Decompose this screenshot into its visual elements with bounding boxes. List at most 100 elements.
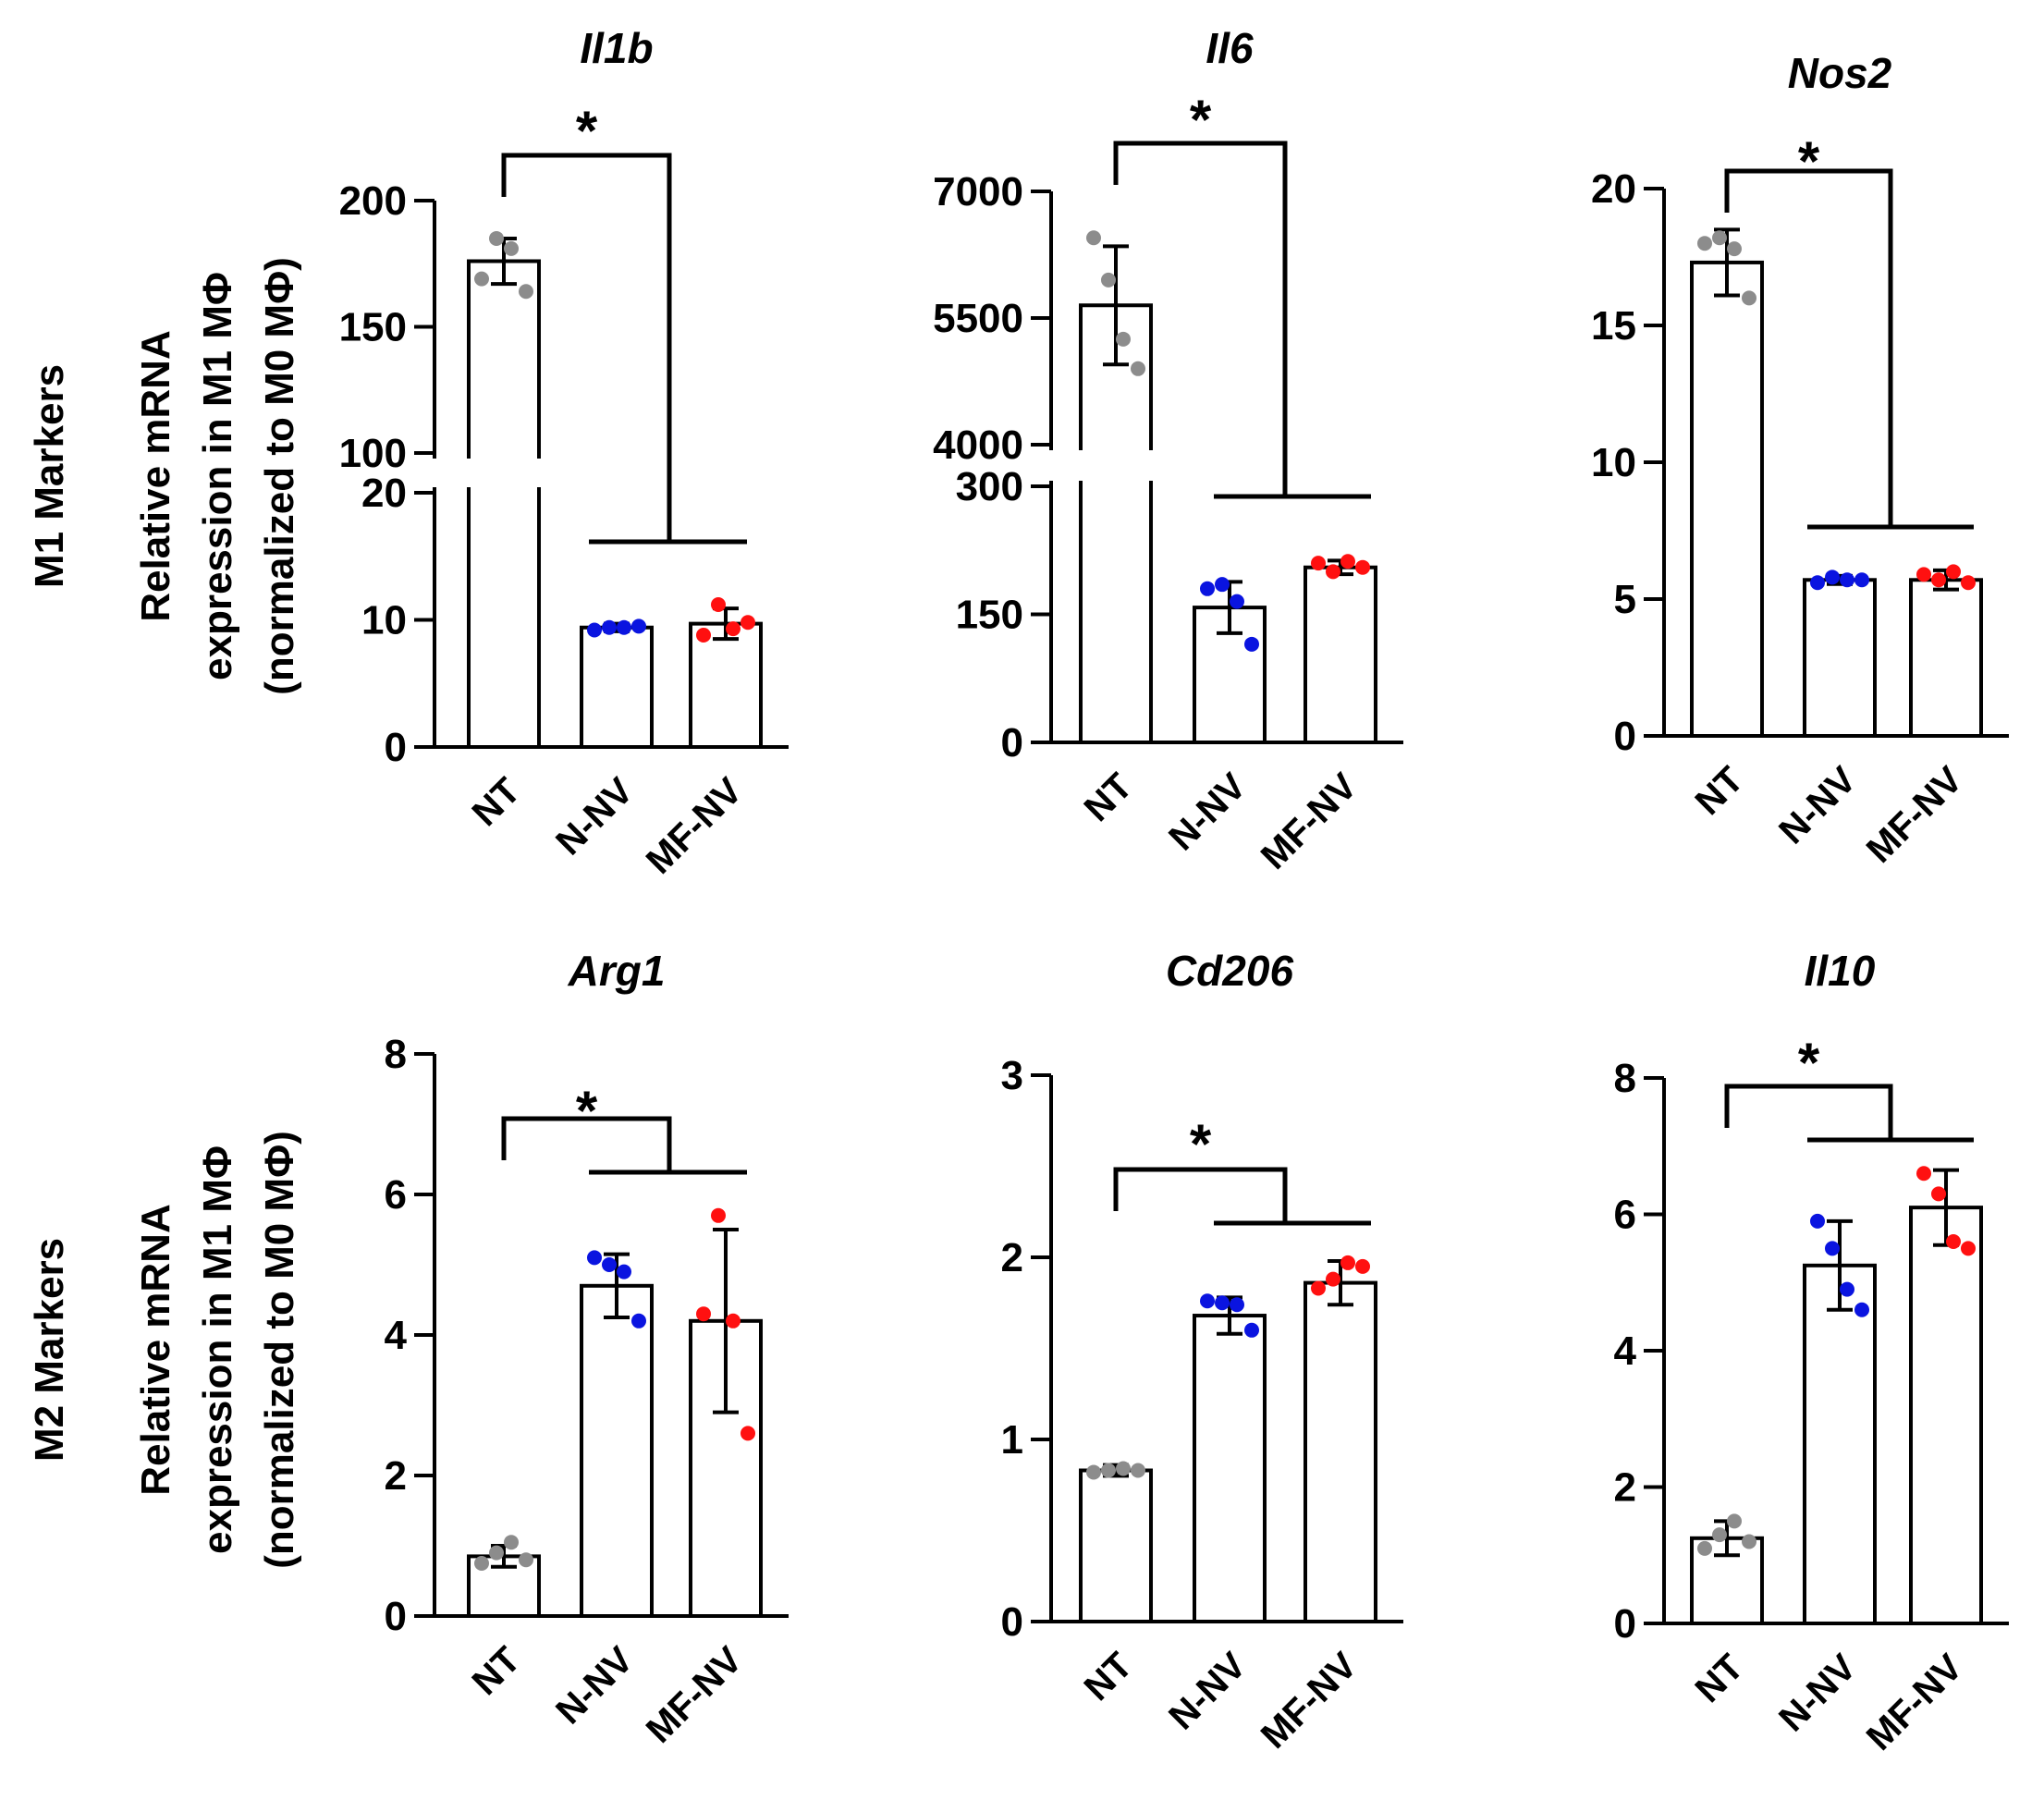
data-point-n-nv: [631, 1313, 646, 1329]
data-point-n-nv: [587, 1250, 602, 1266]
x-tick-label-mf-nv: MF-NV: [1254, 1645, 1365, 1757]
y-tick-label: 4: [1614, 1329, 1637, 1374]
data-point-mf-nv: [1326, 564, 1340, 580]
data-point-nt: [474, 271, 489, 287]
significance-bracket: [1724, 1084, 1893, 1140]
y-tick-label: 0: [1001, 1599, 1023, 1645]
chart-panel-cd206: Cd206 0 1 2 3 NT N-NV MF-NV *: [1001, 947, 1403, 1757]
data-point-nt: [1712, 1527, 1727, 1543]
data-point-mf-nv: [1946, 1234, 1961, 1249]
bar-mf-nv: [1909, 578, 1983, 739]
chart-title: Nos2: [1788, 49, 1892, 97]
data-point-mf-nv: [1916, 1166, 1931, 1182]
data-point-n-nv: [1810, 1213, 1825, 1229]
data-point-mf-nv: [711, 1207, 726, 1223]
y-tick-label: 200: [339, 178, 407, 224]
data-point-mf-nv: [1340, 554, 1355, 569]
x-tick-label-n-nv: N-NV: [1771, 759, 1864, 851]
bar-nt: [467, 259, 541, 747]
data-point-nt: [474, 1556, 489, 1571]
chart-title: Il1b: [580, 24, 653, 72]
y-axis-label-top-line-3: (normalized to M0 MΦ): [257, 257, 302, 695]
x-tick-label-mf-nv: MF-NV: [639, 770, 751, 882]
x-tick-label-mf-nv: MF-NV: [639, 1639, 751, 1751]
bar-n-nv: [1193, 1314, 1267, 1624]
significance-bracket: [501, 153, 672, 542]
data-point-nt: [1101, 272, 1116, 288]
data-point-mf-nv: [726, 1313, 740, 1329]
y-axis-label-bottom-line-1: Relative mRNA: [133, 1204, 178, 1495]
x-tick-label-mf-nv: MF-NV: [1859, 1647, 1971, 1758]
y-tick-label: 0: [1614, 714, 1636, 759]
y-tick-label: 150: [339, 305, 407, 350]
data-point-mf-nv: [1946, 564, 1961, 580]
y-tick-label: 0: [1614, 1601, 1636, 1647]
y-tick-label: 0: [1001, 720, 1023, 765]
data-point-nt: [504, 240, 519, 256]
data-point-n-nv: [631, 618, 646, 634]
y-tick-label: 7000: [933, 169, 1023, 214]
y-tick-label: 2: [1001, 1235, 1023, 1280]
data-point-nt: [504, 1535, 519, 1550]
x-tick-label-n-nv: N-NV: [548, 1639, 641, 1732]
data-point-mf-nv: [1355, 1258, 1370, 1274]
data-point-n-nv: [1215, 1295, 1230, 1311]
data-point-n-nv: [1854, 1302, 1869, 1317]
y-tick-label: 2: [385, 1453, 407, 1499]
data-point-mf-nv: [1961, 1241, 1976, 1256]
x-tick-label-n-nv: N-NV: [1161, 1645, 1254, 1737]
bar-mf-nv: [1304, 1280, 1377, 1623]
data-point-nt: [1086, 230, 1101, 246]
data-point-n-nv: [617, 619, 631, 635]
x-tick-label-nt: NT: [1077, 765, 1141, 829]
y-tick-label: 4000: [933, 422, 1023, 468]
x-tick-label-n-nv: N-NV: [548, 770, 641, 863]
data-point-n-nv: [1854, 572, 1869, 588]
significance-bracket: [1113, 141, 1288, 496]
data-point-n-nv: [1825, 569, 1840, 585]
data-point-nt: [1712, 230, 1727, 246]
y-tick-label: 150: [956, 593, 1023, 638]
y-tick-label: 6: [385, 1172, 407, 1218]
data-point-n-nv: [602, 619, 617, 635]
bar-n-nv: [580, 1283, 654, 1619]
data-point-nt: [519, 1552, 533, 1568]
data-point-n-nv: [1215, 577, 1230, 593]
y-tick-label: 10: [1591, 440, 1636, 485]
data-point-nt: [519, 284, 533, 300]
x-tick-label-mf-nv: MF-NV: [1254, 765, 1365, 877]
data-point-nt: [1116, 1461, 1131, 1476]
bar-n-nv: [1803, 1263, 1877, 1625]
bar-mf-nv: [689, 621, 763, 749]
y-tick-label: 3: [1001, 1053, 1023, 1098]
chart-title: Arg1: [568, 947, 666, 995]
bar-mf-nv: [1909, 1206, 1983, 1625]
chart-title: Il6: [1206, 24, 1254, 72]
y-axis-label-top-line-1: Relative mRNA: [133, 330, 178, 621]
significance-star: *: [1190, 89, 1212, 151]
data-point-nt: [1742, 1534, 1756, 1549]
data-point-mf-nv: [740, 1426, 755, 1441]
data-point-nt: [1101, 1463, 1116, 1478]
data-point-mf-nv: [1311, 1280, 1326, 1296]
data-point-mf-nv: [696, 628, 711, 643]
data-point-nt: [489, 1545, 504, 1561]
bar-nt: [1690, 260, 1764, 739]
data-point-mf-nv: [1340, 1255, 1355, 1270]
chart-title: Cd206: [1166, 947, 1293, 995]
x-tick-label-nt: NT: [1688, 1647, 1752, 1710]
bar-n-nv: [580, 625, 654, 749]
data-point-mf-nv: [711, 597, 726, 612]
data-point-mf-nv: [1916, 567, 1931, 582]
bar-mf-nv: [1304, 565, 1377, 745]
chart-title: Il10: [1805, 947, 1876, 995]
significance-star: *: [1798, 130, 1820, 192]
data-point-n-nv: [1840, 572, 1854, 588]
